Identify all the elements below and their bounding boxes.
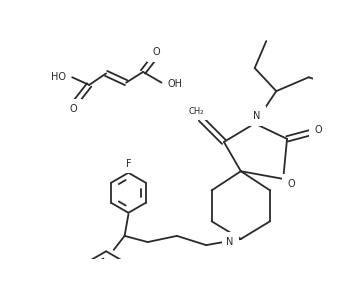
Text: O: O (314, 125, 322, 135)
Text: OH: OH (168, 79, 183, 89)
Text: O: O (287, 179, 295, 189)
Text: HO: HO (51, 72, 66, 82)
Text: CH₂: CH₂ (188, 107, 204, 116)
Text: N: N (227, 237, 234, 247)
Text: F: F (126, 159, 131, 168)
Text: O: O (152, 47, 160, 57)
Text: N: N (253, 111, 261, 121)
Text: O: O (69, 104, 77, 114)
